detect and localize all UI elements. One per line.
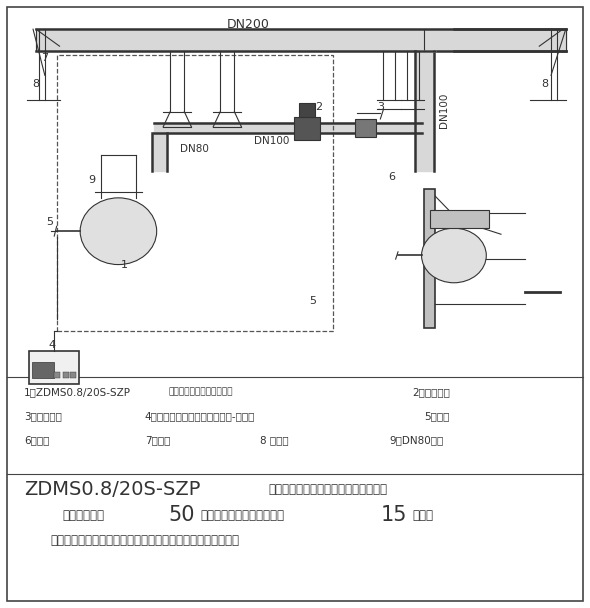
Text: 6: 6 (389, 171, 396, 182)
Text: 7、主管: 7、主管 (145, 435, 171, 446)
Bar (430, 210, 489, 228)
Text: 3: 3 (377, 102, 384, 112)
Text: 6、支管: 6、支管 (24, 435, 50, 446)
Text: 15: 15 (381, 505, 408, 525)
Text: 5: 5 (46, 217, 53, 227)
Text: 2、电动蝶阀: 2、电动蝶阀 (413, 387, 451, 397)
Text: DN200: DN200 (227, 18, 270, 32)
Bar (294, 117, 320, 140)
Text: 自动跟踪定位射流灭火装置: 自动跟踪定位射流灭火装置 (169, 387, 233, 396)
Text: 5、导线: 5、导线 (424, 411, 450, 421)
Ellipse shape (80, 198, 157, 264)
Text: ZDMS0.8/20S-SZP: ZDMS0.8/20S-SZP (24, 480, 201, 499)
Text: 50: 50 (169, 505, 195, 525)
Text: 8 、支架: 8 、支架 (260, 435, 289, 446)
Text: 距离不得小于: 距离不得小于 (63, 509, 104, 522)
Text: 8: 8 (32, 80, 40, 89)
Text: 9、DN80法兰: 9、DN80法兰 (389, 435, 444, 446)
Text: DN80: DN80 (180, 144, 209, 154)
Text: 水炮安装方向对着墙面或柱子及炮头保护区的背对方向安装。: 水炮安装方向对着墙面或柱子及炮头保护区的背对方向安装。 (51, 534, 240, 547)
Bar (54, 372, 60, 378)
Text: 3、手动蝶阀: 3、手动蝶阀 (24, 411, 62, 421)
Bar (355, 119, 376, 137)
Text: 型自动跟踪定位射流灭火装置墙壁安装: 型自动跟踪定位射流灭火装置墙壁安装 (268, 483, 388, 496)
Text: 7: 7 (41, 54, 48, 63)
Bar (424, 188, 435, 328)
Bar (63, 372, 68, 378)
Text: DN100: DN100 (439, 92, 449, 128)
Text: 8: 8 (542, 80, 549, 89)
Text: 公分距离天棚吊顶不得小于: 公分距离天棚吊顶不得小于 (201, 509, 285, 522)
Bar (299, 103, 314, 117)
Text: 4、现场编码控制器（安装距地-米五）: 4、现场编码控制器（安装距地-米五） (145, 411, 255, 421)
Text: 5: 5 (309, 296, 316, 306)
Text: 2: 2 (315, 102, 322, 112)
Text: DN100: DN100 (254, 136, 289, 147)
Bar (70, 372, 76, 378)
Ellipse shape (421, 228, 486, 283)
Text: 公分。: 公分。 (413, 509, 434, 522)
Text: 4: 4 (49, 340, 56, 350)
Text: 1、ZDMS0.8/20S-SZP: 1、ZDMS0.8/20S-SZP (24, 387, 131, 397)
Text: 9: 9 (88, 174, 96, 185)
Bar (32, 362, 54, 378)
Bar (29, 351, 78, 384)
Text: 1: 1 (121, 260, 128, 269)
